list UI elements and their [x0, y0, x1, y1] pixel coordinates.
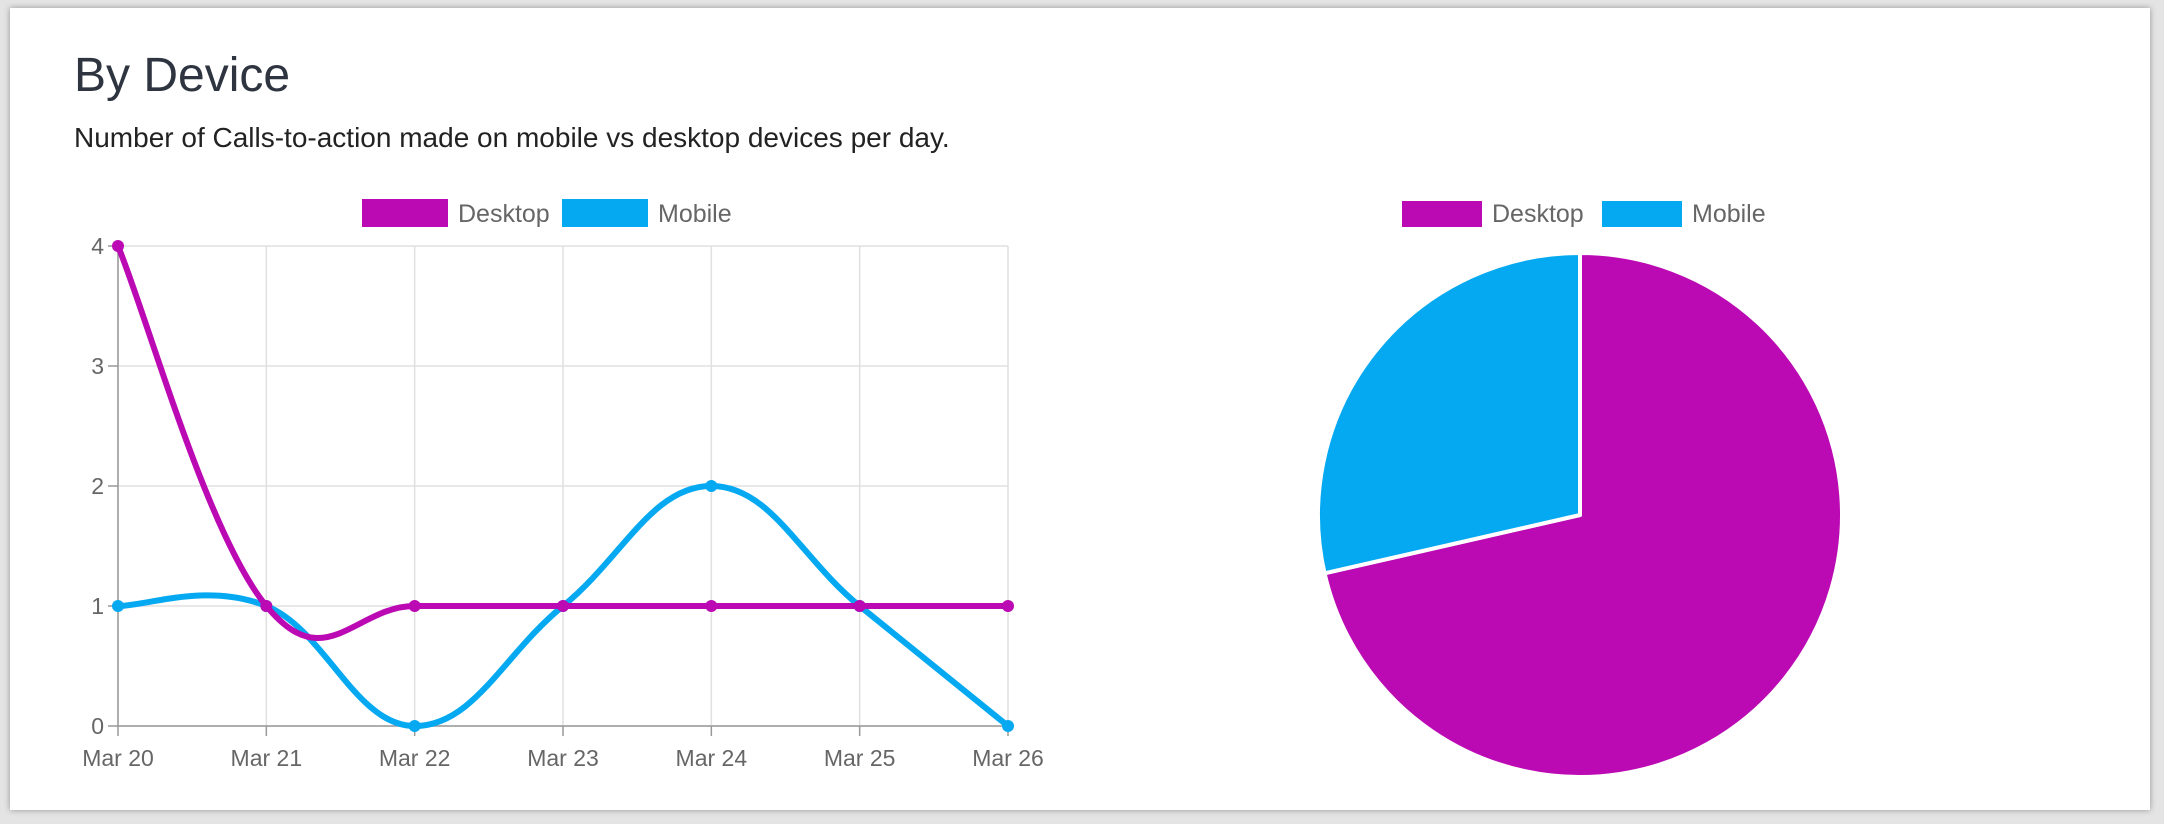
- x-tick-label: Mar 21: [231, 745, 303, 771]
- pie-slice-desktop[interactable]: [1322, 251, 1844, 779]
- data-point-desktop[interactable]: [112, 240, 124, 252]
- x-tick-label: Mar 20: [82, 745, 154, 771]
- y-tick-label: 0: [91, 713, 104, 739]
- data-point-mobile[interactable]: [705, 480, 718, 492]
- legend-swatch: [1602, 201, 1682, 227]
- x-tick-label: Mar 26: [972, 745, 1044, 771]
- y-tick-label: 3: [91, 353, 104, 379]
- legend-label: Desktop: [1492, 200, 1584, 228]
- series-desktop: [112, 240, 1014, 641]
- legend-label: Desktop: [458, 200, 550, 228]
- section-title: By Device: [74, 49, 291, 102]
- x-tick-label: Mar 25: [824, 745, 896, 771]
- x-tick-label: Mar 24: [676, 745, 748, 771]
- legend-label: Mobile: [658, 200, 732, 228]
- legend-item-mobile[interactable]: Mobile: [562, 199, 732, 228]
- by-device-card: By Device Number of Calls-to-action made…: [10, 8, 2150, 810]
- series-line-desktop: [115, 244, 1008, 641]
- pie-legend-item-mobile[interactable]: Mobile: [1602, 200, 1766, 228]
- section-subtitle: Number of Calls-to-action made on mobile…: [74, 122, 950, 153]
- legend-item-desktop[interactable]: Desktop: [362, 199, 550, 228]
- x-tick-label: Mar 23: [527, 745, 599, 771]
- data-point-desktop[interactable]: [408, 600, 421, 612]
- legend-swatch: [362, 199, 448, 227]
- x-tick-label: Mar 22: [379, 745, 451, 771]
- legend-label: Mobile: [1692, 200, 1766, 228]
- data-point-desktop[interactable]: [853, 600, 866, 612]
- y-tick-label: 2: [91, 473, 104, 499]
- pie-legend-item-desktop[interactable]: Desktop: [1402, 200, 1584, 228]
- y-tick-label: 1: [91, 593, 104, 619]
- data-point-mobile[interactable]: [1002, 720, 1014, 732]
- data-point-desktop[interactable]: [260, 600, 273, 612]
- pie-slice-mobile[interactable]: [1316, 251, 1582, 576]
- legend-swatch: [562, 199, 648, 227]
- y-tick-label: 4: [91, 233, 104, 259]
- data-point-mobile[interactable]: [112, 600, 124, 612]
- legend-swatch: [1402, 201, 1482, 227]
- line-chart-grid: [117, 245, 1009, 727]
- line-chart: 0 1 2 3 4 Mar 20 Mar 21 Mar 22 Mar 23 Mar 24 Mar 2…: [82, 199, 1044, 771]
- data-point-desktop[interactable]: [705, 600, 718, 612]
- data-point-desktop[interactable]: [1002, 600, 1014, 612]
- data-point-desktop[interactable]: [557, 600, 569, 612]
- data-point-mobile[interactable]: [408, 720, 421, 732]
